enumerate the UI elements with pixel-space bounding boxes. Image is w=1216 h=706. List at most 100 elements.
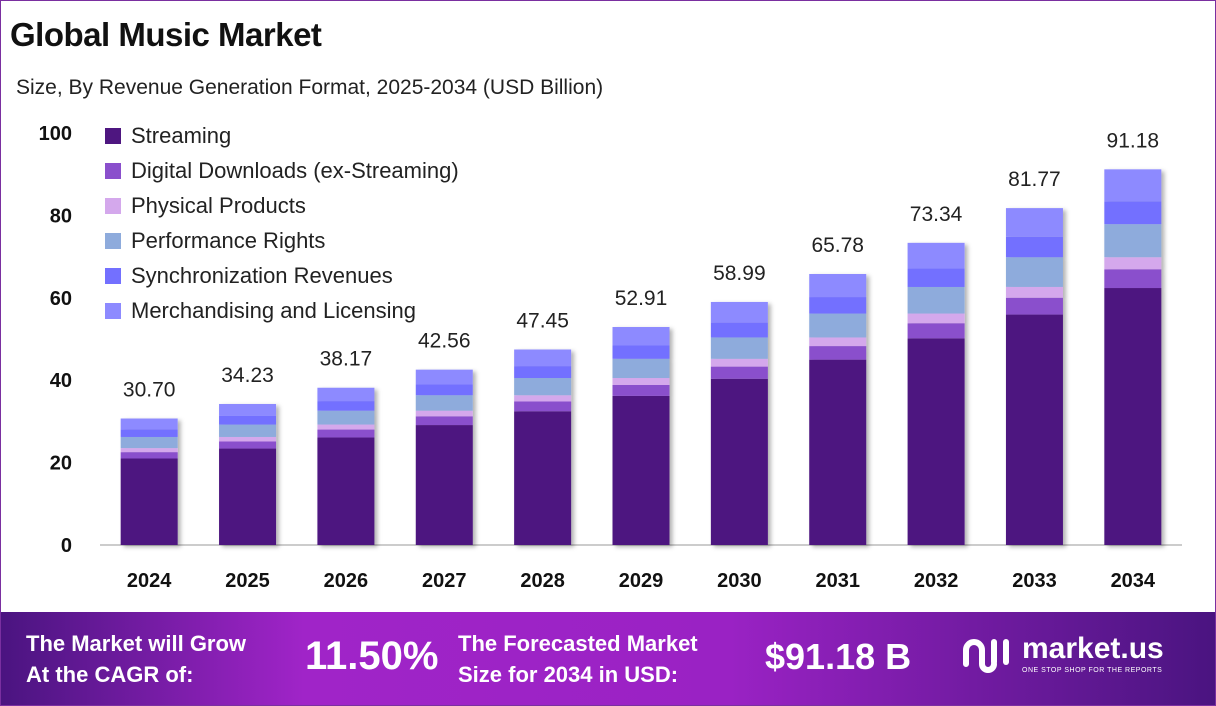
bar-total-label: 30.70 <box>123 379 176 402</box>
bar-segment-synchronization-revenues <box>1104 201 1162 225</box>
legend-label: Physical Products <box>131 192 306 218</box>
bar-segment-performance-rights <box>1104 224 1162 258</box>
bar-segment-physical-products <box>317 424 375 430</box>
bar-segment-performance-rights <box>120 436 178 449</box>
bar-total-label: 52.91 <box>615 287 668 310</box>
bar-segment-performance-rights <box>1005 257 1063 287</box>
legend-item: Merchandising and Licensing <box>105 293 459 328</box>
bar-segment-performance-rights <box>612 358 670 379</box>
forecast-label: The Forecasted Market Size for 2034 in U… <box>458 628 698 690</box>
bar-total-label: 81.77 <box>1008 168 1061 191</box>
forecast-label-line2: Size for 2034 in USD: <box>458 662 679 687</box>
bar-segment-physical-products <box>514 395 572 402</box>
legend-item: Synchronization Revenues <box>105 258 459 293</box>
bar-stack <box>612 327 670 545</box>
bar-segment-performance-rights <box>710 337 768 359</box>
bar-segment-performance-rights <box>809 313 867 338</box>
x-tick-label: 2029 <box>619 570 664 592</box>
chart-title: Global Music Market <box>10 16 322 53</box>
bar-stack <box>809 273 867 545</box>
bar-segment-digital-downloads-ex-streaming- <box>415 416 473 426</box>
y-tick-label: 20 <box>50 453 72 475</box>
bar-segment-streaming <box>1005 314 1063 545</box>
bar-segment-merchandising-and-licensing <box>120 418 178 430</box>
bar-segment-physical-products <box>1005 286 1063 298</box>
bar-segment-synchronization-revenues <box>219 415 277 425</box>
bar-segment-synchronization-revenues <box>317 401 375 411</box>
bar-total-label: 58.99 <box>713 262 766 285</box>
bar-total-label: 65.78 <box>811 234 864 257</box>
y-tick-label: 80 <box>50 205 72 227</box>
brand-logo: market.us ONE STOP SHOP FOR THE REPORTS <box>962 632 1164 676</box>
bar-segment-performance-rights <box>415 395 473 411</box>
bar-segment-digital-downloads-ex-streaming- <box>710 366 768 379</box>
legend-swatch <box>105 302 121 319</box>
bar-segment-synchronization-revenues <box>514 366 572 379</box>
bar-segment-streaming <box>219 448 277 545</box>
y-tick-label: 60 <box>50 288 72 310</box>
chart-subtitle: Size, By Revenue Generation Format, 2025… <box>16 76 604 99</box>
bar-segment-synchronization-revenues <box>612 345 670 359</box>
bar-segment-merchandising-and-licensing <box>809 273 867 298</box>
bar-segment-digital-downloads-ex-streaming- <box>514 401 572 412</box>
x-tick-label: 2030 <box>717 570 762 592</box>
bar-segment-performance-rights <box>514 378 572 396</box>
bar-segment-synchronization-revenues <box>710 322 768 338</box>
bar-segment-streaming <box>317 437 375 545</box>
bar-segment-merchandising-and-licensing <box>1104 169 1162 202</box>
brand-text: market.us ONE STOP SHOP FOR THE REPORTS <box>1022 632 1164 676</box>
bar-segment-streaming <box>809 359 867 545</box>
bar-segment-digital-downloads-ex-streaming- <box>120 452 178 459</box>
legend: Streaming Digital Downloads (ex-Streaming… <box>105 118 459 328</box>
bar-segment-merchandising-and-licensing <box>612 327 670 346</box>
x-tick-label: 2025 <box>225 570 270 592</box>
bar-segment-physical-products <box>907 313 965 324</box>
forecast-value: $91.18 B <box>765 636 912 677</box>
bar-total-label: 73.34 <box>910 203 963 226</box>
bar-stack <box>710 301 768 545</box>
bar-stack <box>415 369 473 545</box>
bar-segment-performance-rights <box>317 410 375 425</box>
x-tick-label: 2027 <box>422 570 467 592</box>
bar-segment-synchronization-revenues <box>120 429 178 437</box>
legend-swatch <box>105 232 121 249</box>
legend-label: Digital Downloads (ex-Streaming) <box>131 157 459 183</box>
x-tick-label: 2032 <box>914 570 959 592</box>
stacked-bar-chart: 0 20 40 60 80 100 30.70 2024 34.23 2025 38.17 2026 4… <box>39 123 1182 592</box>
legend-item: Digital Downloads (ex-Streaming) <box>105 153 459 188</box>
bar-stack <box>219 403 277 545</box>
forecast-label-line1: The Forecasted Market <box>458 631 698 656</box>
bar-stack <box>120 418 178 545</box>
bar-segment-streaming <box>907 338 965 545</box>
bar-segment-digital-downloads-ex-streaming- <box>612 384 670 396</box>
bar-segment-performance-rights <box>219 424 277 437</box>
bar-total-label: 91.18 <box>1107 129 1160 152</box>
bar-segment-physical-products <box>120 448 178 453</box>
bar-segment-digital-downloads-ex-streaming- <box>317 429 375 438</box>
x-tick-label: 2028 <box>520 570 565 592</box>
bar-segment-merchandising-and-licensing <box>907 242 965 269</box>
bar-segment-merchandising-and-licensing <box>415 369 473 385</box>
cagr-label: The Market will Grow At the CAGR of: <box>26 628 246 690</box>
bar-segment-synchronization-revenues <box>809 297 867 314</box>
legend-label: Performance Rights <box>131 227 326 253</box>
legend-label: Synchronization Revenues <box>131 262 393 288</box>
bar-segment-digital-downloads-ex-streaming- <box>1005 297 1063 315</box>
y-tick-label: 100 <box>39 123 72 145</box>
bar-segment-physical-products <box>1104 257 1162 270</box>
bar-segment-merchandising-and-licensing <box>1005 208 1063 237</box>
bar-segment-digital-downloads-ex-streaming- <box>907 323 965 339</box>
bar-segment-performance-rights <box>907 286 965 314</box>
legend-label: Merchandising and Licensing <box>131 297 416 323</box>
bar-segment-streaming <box>120 458 178 545</box>
x-tick-label: 2026 <box>324 570 369 592</box>
bar-segment-physical-products <box>809 337 867 347</box>
bar-segment-physical-products <box>415 410 473 417</box>
bar-segment-streaming <box>710 378 768 545</box>
bar-segment-streaming <box>514 411 572 545</box>
legend-swatch <box>105 267 121 284</box>
x-tick-label: 2024 <box>127 570 172 592</box>
bar-segment-synchronization-revenues <box>1005 236 1063 258</box>
cagr-value: 11.50% <box>305 634 439 678</box>
bar-segment-merchandising-and-licensing <box>219 403 277 416</box>
